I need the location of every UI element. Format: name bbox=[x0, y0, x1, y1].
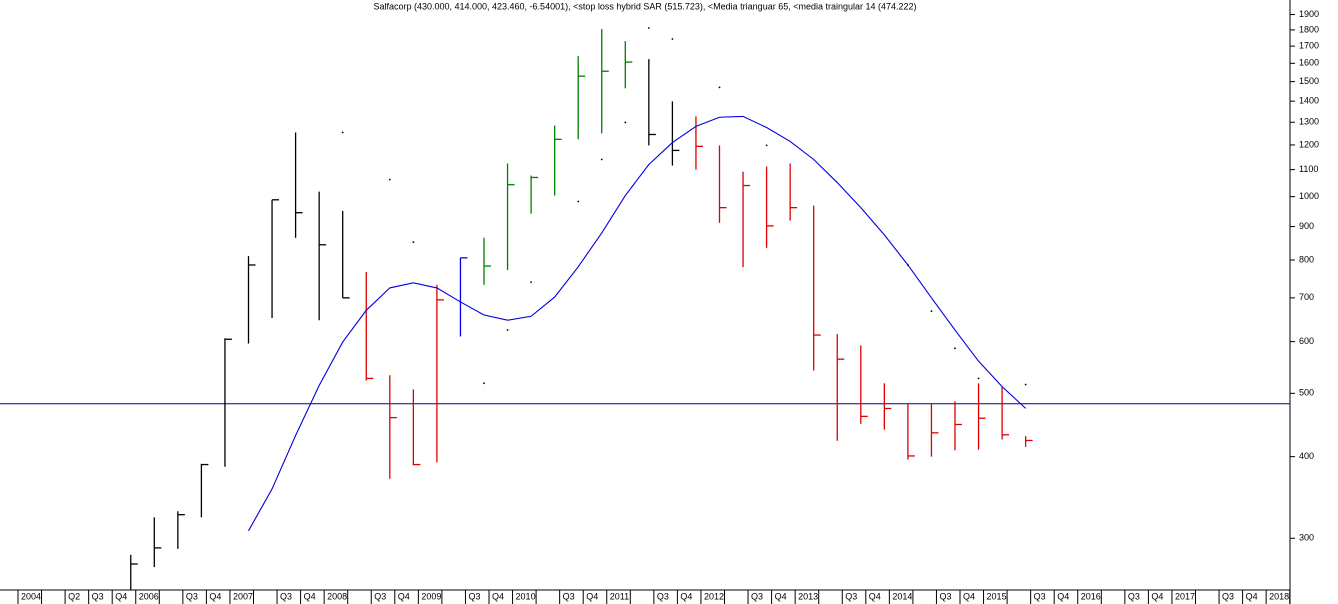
y-tick-label: 1100 bbox=[1299, 164, 1318, 174]
x-tick-label: 2006 bbox=[139, 591, 159, 601]
sar-dot bbox=[483, 382, 485, 385]
x-tick-label: 2012 bbox=[704, 591, 724, 601]
y-tick-label: 1500 bbox=[1299, 76, 1319, 86]
x-tick-label: Q4 bbox=[1151, 591, 1163, 601]
x-tick-label: Q3 bbox=[1222, 591, 1234, 601]
x-tick-label: Q3 bbox=[1128, 591, 1140, 601]
x-tick-label: Q3 bbox=[563, 591, 575, 601]
y-tick-label: 1900 bbox=[1299, 9, 1319, 19]
sar-dot bbox=[954, 347, 956, 350]
x-tick-label: Q3 bbox=[186, 591, 198, 601]
sar-dot bbox=[530, 281, 532, 283]
plot-area bbox=[0, 27, 1290, 590]
y-tick-label: 600 bbox=[1299, 336, 1314, 346]
y-tick-label: 1200 bbox=[1299, 139, 1319, 149]
x-tick-label: 2018 bbox=[1269, 591, 1289, 601]
x-tick-label: 2010 bbox=[516, 591, 536, 601]
moving-average-line bbox=[248, 115, 1027, 532]
sar-dot bbox=[671, 38, 674, 40]
x-tick-label: Q4 bbox=[492, 591, 504, 601]
y-tick-label: 800 bbox=[1299, 254, 1314, 264]
x-tick-label: Q4 bbox=[115, 591, 127, 601]
sar-dot bbox=[1024, 383, 1027, 386]
y-tick-label: 900 bbox=[1299, 221, 1314, 231]
y-tick-label: 1800 bbox=[1299, 24, 1319, 34]
x-tick-label: Q3 bbox=[280, 591, 292, 601]
y-tick-label: 1300 bbox=[1299, 117, 1319, 127]
x-tick-label: Q4 bbox=[209, 591, 221, 601]
y-tick-label: 1700 bbox=[1299, 40, 1319, 50]
y-tick-label: 1000 bbox=[1299, 191, 1319, 201]
sar-dot bbox=[647, 27, 650, 29]
sar-dot bbox=[600, 158, 603, 161]
x-tick-label: Q4 bbox=[963, 591, 975, 601]
x-tick-label: 2017 bbox=[1175, 591, 1195, 601]
x-tick-label: Q4 bbox=[680, 591, 692, 601]
sar-dot bbox=[412, 241, 415, 244]
x-tick-label: Q4 bbox=[586, 591, 598, 601]
x-tick-label: Q2 bbox=[68, 591, 80, 601]
x-tick-label: Q3 bbox=[939, 591, 951, 601]
sar-dot bbox=[577, 200, 580, 203]
y-tick-label: 400 bbox=[1299, 451, 1314, 461]
y-tick-label: 1600 bbox=[1299, 58, 1319, 68]
x-tick-label: 2009 bbox=[421, 591, 441, 601]
sar-dot bbox=[718, 86, 721, 89]
x-tick-label: 2013 bbox=[798, 591, 818, 601]
x-tick-label: Q3 bbox=[374, 591, 386, 601]
x-tick-label: Q3 bbox=[845, 591, 857, 601]
x-tick-label: 2007 bbox=[233, 591, 253, 601]
chart-title: Salfacorp (430.000, 414.000, 423.460, -6… bbox=[373, 1, 916, 11]
x-tick-label: Q4 bbox=[1057, 591, 1069, 601]
x-tick-label: Q4 bbox=[304, 591, 316, 601]
x-tick-label: Q4 bbox=[869, 591, 881, 601]
x-tick-label: 2015 bbox=[987, 591, 1007, 601]
x-tick-label: 2016 bbox=[1081, 591, 1101, 601]
sar-dot bbox=[506, 329, 509, 331]
x-tick-label: Q4 bbox=[398, 591, 410, 601]
sar-dot bbox=[341, 131, 344, 134]
x-tick-label: Q3 bbox=[92, 591, 104, 601]
y-tick-label: 500 bbox=[1299, 388, 1314, 398]
x-tick-label: Q3 bbox=[468, 591, 480, 601]
x-tick-label: Q3 bbox=[1034, 591, 1046, 601]
y-tick-label: 700 bbox=[1299, 292, 1314, 302]
y-tick-label: 300 bbox=[1299, 533, 1314, 543]
x-tick-label: 2004 bbox=[21, 591, 41, 601]
y-tick-label: 1400 bbox=[1299, 96, 1319, 106]
sar-dot bbox=[765, 144, 768, 147]
x-tick-label: 2014 bbox=[892, 591, 912, 601]
sar-dot bbox=[624, 121, 627, 124]
sar-dot bbox=[930, 310, 933, 313]
sar-dot bbox=[907, 264, 909, 266]
x-tick-label: 2011 bbox=[610, 591, 629, 601]
x-tick-label: Q3 bbox=[657, 591, 669, 601]
sar-dot bbox=[388, 178, 391, 181]
x-tick-label: Q4 bbox=[775, 591, 787, 601]
x-tick-label: 2008 bbox=[327, 591, 347, 601]
x-tick-label: Q4 bbox=[1246, 591, 1258, 601]
sar-dot bbox=[977, 377, 980, 380]
x-tick-label: Q3 bbox=[751, 591, 763, 601]
